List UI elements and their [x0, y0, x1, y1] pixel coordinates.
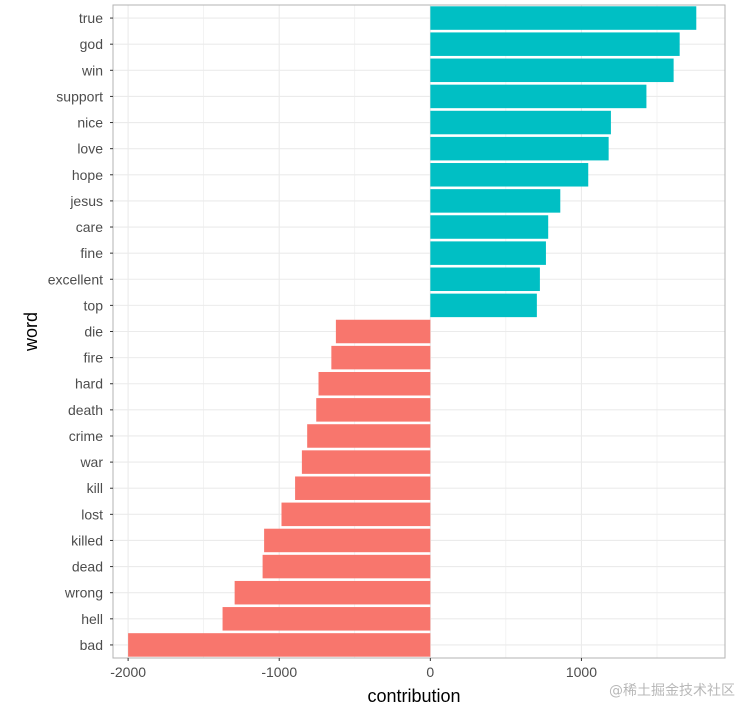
y-tick-label-hard: hard: [75, 376, 103, 392]
bar-win: [430, 58, 674, 83]
x-tick-label: 0: [426, 664, 434, 680]
y-tick-label-die: die: [84, 324, 103, 340]
x-tick-labels: -2000 -1000 0 1000: [110, 658, 597, 680]
y-tick-label-killed: killed: [71, 532, 103, 548]
y-tick-labels: true god win support nice love hope jesus care fi…: [48, 10, 113, 653]
y-tick-label-kill: kill: [87, 480, 103, 496]
y-tick-label-hope: hope: [72, 167, 103, 183]
y-tick-label-war: war: [79, 454, 103, 470]
y-tick-label-wrong: wrong: [64, 585, 103, 601]
bar-kill: [295, 476, 431, 500]
bar-wrong: [234, 580, 431, 605]
y-axis-title: word: [21, 312, 41, 352]
bars-group: [128, 6, 697, 657]
y-tick-label-dead: dead: [72, 559, 103, 575]
bar-die: [335, 319, 431, 344]
bar-crime: [307, 424, 431, 448]
bar-care: [430, 215, 549, 239]
y-tick-label-fine: fine: [80, 245, 103, 261]
y-tick-label-nice: nice: [77, 115, 103, 131]
x-tick-label: 1000: [566, 664, 597, 680]
x-tick-label: -2000: [110, 664, 146, 680]
y-tick-label-excellent: excellent: [48, 271, 103, 287]
bar-death: [316, 398, 431, 422]
bar-hard: [318, 371, 431, 396]
bar-hope: [430, 163, 589, 187]
y-tick-label-care: care: [76, 219, 103, 235]
bar-true: [430, 6, 697, 30]
bar-god: [430, 32, 680, 56]
x-tick-label: -1000: [261, 664, 297, 680]
bar-hell: [222, 607, 431, 631]
bar-nice: [430, 110, 611, 135]
bar-fine: [430, 241, 546, 265]
bar-fire: [331, 345, 431, 370]
bar-bad: [128, 633, 431, 657]
y-tick-label-love: love: [77, 141, 103, 157]
bar-love: [430, 136, 609, 161]
bar-excellent: [430, 267, 540, 292]
bar-killed: [264, 528, 431, 553]
y-tick-label-support: support: [56, 88, 103, 104]
bar-top: [430, 293, 537, 318]
y-tick-label-bad: bad: [80, 637, 103, 653]
bar-jesus: [430, 189, 561, 213]
bar-support: [430, 84, 647, 109]
y-tick-label-death: death: [68, 402, 103, 418]
y-tick-label-jesus: jesus: [69, 193, 103, 209]
y-tick-label-top: top: [84, 297, 104, 313]
y-tick-label-true: true: [79, 10, 103, 26]
bar-dead: [262, 554, 431, 579]
bar-war: [301, 450, 431, 474]
x-axis-title: contribution: [367, 686, 460, 706]
y-tick-label-god: god: [80, 36, 103, 52]
y-tick-label-win: win: [81, 62, 103, 78]
y-tick-label-lost: lost: [81, 506, 103, 522]
y-tick-label-fire: fire: [84, 350, 104, 366]
bar-lost: [281, 502, 431, 527]
y-tick-label-hell: hell: [81, 611, 103, 627]
y-tick-label-crime: crime: [69, 428, 103, 444]
watermark: @稀土掘金技术社区: [609, 683, 735, 699]
